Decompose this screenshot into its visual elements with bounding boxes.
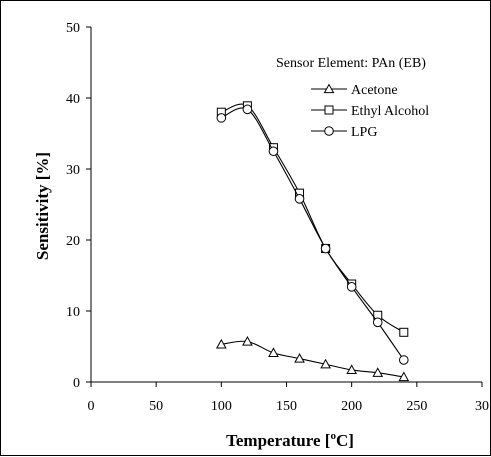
data-point-acetone (242, 336, 253, 346)
legend-marker-acetone (323, 83, 335, 94)
data-point-ethyl-alcohol (399, 327, 409, 337)
y-tick-label: 20 (66, 234, 80, 249)
data-point-lpg (216, 113, 227, 123)
legend-entry-ethyl-alcohol: Ethyl Alcohol (311, 104, 429, 119)
data-point-acetone (346, 364, 358, 375)
series-layer (215, 101, 410, 382)
x-axis-title-superscript: o (330, 430, 336, 442)
y-tick-label: 40 (66, 92, 80, 107)
legend-label-ethyl-alcohol: Ethyl Alcohol (351, 104, 429, 119)
x-tick-label: 30 (475, 399, 489, 414)
data-point-lpg (294, 194, 305, 204)
series-ethyl-alcohol (216, 101, 409, 337)
y-tick-label: 50 (66, 21, 80, 36)
y-tick-label: 30 (66, 163, 80, 178)
data-point-acetone (372, 367, 384, 377)
legend-label-lpg: LPG (351, 125, 377, 140)
legend-marker-lpg (324, 126, 334, 136)
x-axis-title: Temperature [oC] (226, 430, 354, 450)
y-axis-title: Sensitivity [%] (33, 152, 52, 260)
legend: Sensor Element: PAn (EB) Acetone Ethyl Al… (276, 56, 429, 140)
x-tick-label: 50 (149, 399, 163, 414)
data-point-lpg (242, 104, 253, 115)
legend-marker-ethyl-alcohol (324, 105, 334, 115)
data-point-acetone (320, 358, 331, 369)
legend-label-acetone: Acetone (351, 83, 398, 98)
data-point-acetone (215, 338, 227, 349)
data-point-lpg (346, 282, 357, 292)
x-axis-title-end: C] (336, 431, 354, 450)
y-tick-label: 0 (73, 376, 80, 391)
legend-title: Sensor Element: PAn (EB) (276, 56, 426, 71)
data-point-lpg (268, 146, 279, 157)
data-point-acetone (268, 347, 279, 357)
x-tick-label: 200 (341, 399, 362, 414)
x-tick-label: 0 (88, 399, 95, 414)
data-point-lpg (372, 317, 383, 328)
data-point-lpg (320, 243, 331, 254)
x-tick-label: 250 (406, 399, 427, 414)
x-axis-title-main: Temperature [ (226, 431, 331, 450)
ticks: 0 10 20 30 40 50 0 50 100 150 200 250 30 (66, 21, 489, 414)
data-point-lpg (399, 355, 409, 365)
legend-entry-lpg: LPG (311, 125, 377, 140)
series-lpg (216, 104, 409, 365)
axes (90, 27, 482, 383)
data-point-acetone (294, 353, 305, 363)
x-tick-label: 150 (276, 399, 297, 414)
y-tick-label: 10 (66, 305, 80, 320)
legend-entry-acetone: Acetone (311, 83, 398, 98)
x-tick-label: 100 (211, 399, 232, 414)
series-acetone (215, 336, 410, 382)
data-point-acetone (398, 371, 410, 382)
